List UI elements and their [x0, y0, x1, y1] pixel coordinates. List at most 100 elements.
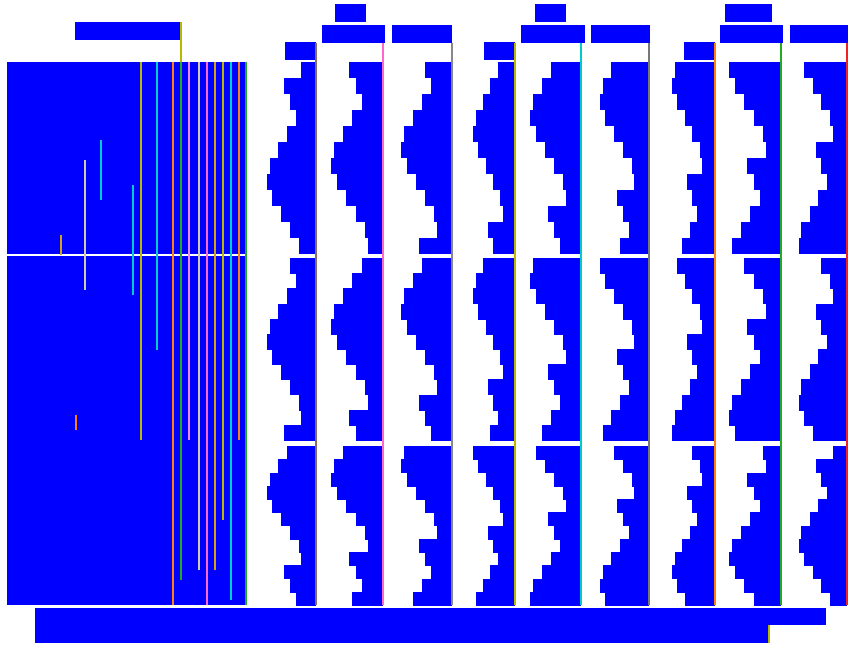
- column-bar: [407, 158, 452, 174]
- top-block-2: [535, 4, 566, 22]
- column-bar: [500, 190, 515, 206]
- column-bar: [352, 110, 383, 126]
- column-bar: [416, 334, 452, 350]
- column-bar: [810, 206, 847, 222]
- column-bar: [404, 446, 452, 460]
- column-bar: [425, 349, 452, 365]
- column-header: [720, 25, 783, 43]
- header-left-line: [180, 22, 182, 62]
- column-bar: [799, 395, 847, 411]
- column-bar: [331, 158, 383, 174]
- column-bar: [735, 78, 781, 94]
- column-bar: [629, 526, 649, 540]
- column-bar: [611, 552, 649, 566]
- column-header: [591, 25, 650, 43]
- column-bar: [677, 579, 715, 593]
- column-bar: [744, 94, 781, 110]
- column-header: [285, 42, 316, 60]
- column-bar: [530, 110, 581, 126]
- column-bar: [299, 395, 316, 411]
- column-bar: [503, 206, 515, 222]
- column-bar: [365, 222, 383, 238]
- column-bar: [810, 364, 847, 380]
- column-bar: [566, 190, 581, 206]
- column-bar: [476, 110, 515, 126]
- column-bar: [821, 579, 847, 593]
- column-bar: [533, 258, 581, 274]
- column-bar: [827, 174, 847, 190]
- column-bar: [620, 395, 649, 411]
- column-bar: [620, 238, 649, 254]
- column-bar: [356, 565, 383, 579]
- column-bar: [334, 142, 383, 158]
- column-bar: [816, 304, 847, 320]
- column-bar: [437, 379, 452, 395]
- column-bar: [687, 174, 715, 190]
- column-bar: [346, 190, 383, 206]
- column-bar: [413, 110, 452, 126]
- column-bar: [404, 126, 452, 142]
- column-bar: [614, 446, 649, 460]
- column-bar: [821, 94, 847, 110]
- column-bar: [692, 499, 715, 513]
- column-bar: [490, 425, 515, 441]
- column-bar: [623, 512, 649, 526]
- column-bar: [267, 334, 316, 350]
- column-bar: [687, 486, 715, 500]
- column-bar: [296, 592, 316, 606]
- column-bar: [290, 379, 316, 395]
- column-bar: [270, 473, 316, 487]
- column-bar: [272, 349, 316, 365]
- column-bar: [536, 126, 581, 142]
- column-bar: [346, 349, 383, 365]
- column-header: [484, 42, 515, 60]
- column-bar: [413, 592, 452, 606]
- column-bar: [493, 334, 515, 350]
- column-bar: [554, 319, 581, 335]
- column-bar: [545, 459, 581, 473]
- column-bar: [692, 349, 715, 365]
- column-bar: [617, 190, 649, 206]
- column-bar: [804, 552, 847, 566]
- column-bar: [490, 78, 515, 94]
- column-bar: [675, 552, 715, 566]
- column-bar: [349, 552, 383, 566]
- column-bar: [754, 592, 781, 606]
- column-bar: [337, 174, 383, 190]
- column-bar: [763, 126, 781, 142]
- column-bar: [356, 364, 383, 380]
- column-bar: [419, 395, 452, 411]
- column-bar: [554, 158, 581, 174]
- column-bar: [407, 319, 452, 335]
- left-block-line: [214, 62, 216, 570]
- column-bar: [352, 273, 383, 289]
- column-line: [451, 43, 453, 605]
- column-bar: [281, 512, 316, 526]
- column-bar: [425, 499, 452, 513]
- column-bar: [690, 222, 715, 238]
- column-line: [514, 43, 516, 605]
- left-block-line: [140, 62, 142, 440]
- column-bar: [473, 446, 515, 460]
- column-bar: [356, 512, 383, 526]
- column-bar: [690, 526, 715, 540]
- column-bar: [368, 539, 383, 553]
- column-bar: [623, 304, 649, 320]
- column-bar: [551, 552, 581, 566]
- column-bar: [729, 552, 781, 566]
- left-block-line: [222, 62, 224, 520]
- column-bar: [563, 174, 581, 190]
- column-bar: [431, 78, 452, 94]
- column-bar: [617, 349, 649, 365]
- column-bar: [744, 258, 781, 274]
- column-bar: [365, 379, 383, 395]
- column-bar: [760, 349, 781, 365]
- column-bar: [337, 334, 383, 350]
- column-bar: [747, 319, 781, 335]
- column-bar: [634, 486, 649, 500]
- column-bar: [346, 499, 383, 513]
- column-bar: [702, 319, 715, 335]
- column-bar: [833, 288, 847, 304]
- column-bar: [483, 579, 515, 593]
- column-bar: [700, 142, 715, 158]
